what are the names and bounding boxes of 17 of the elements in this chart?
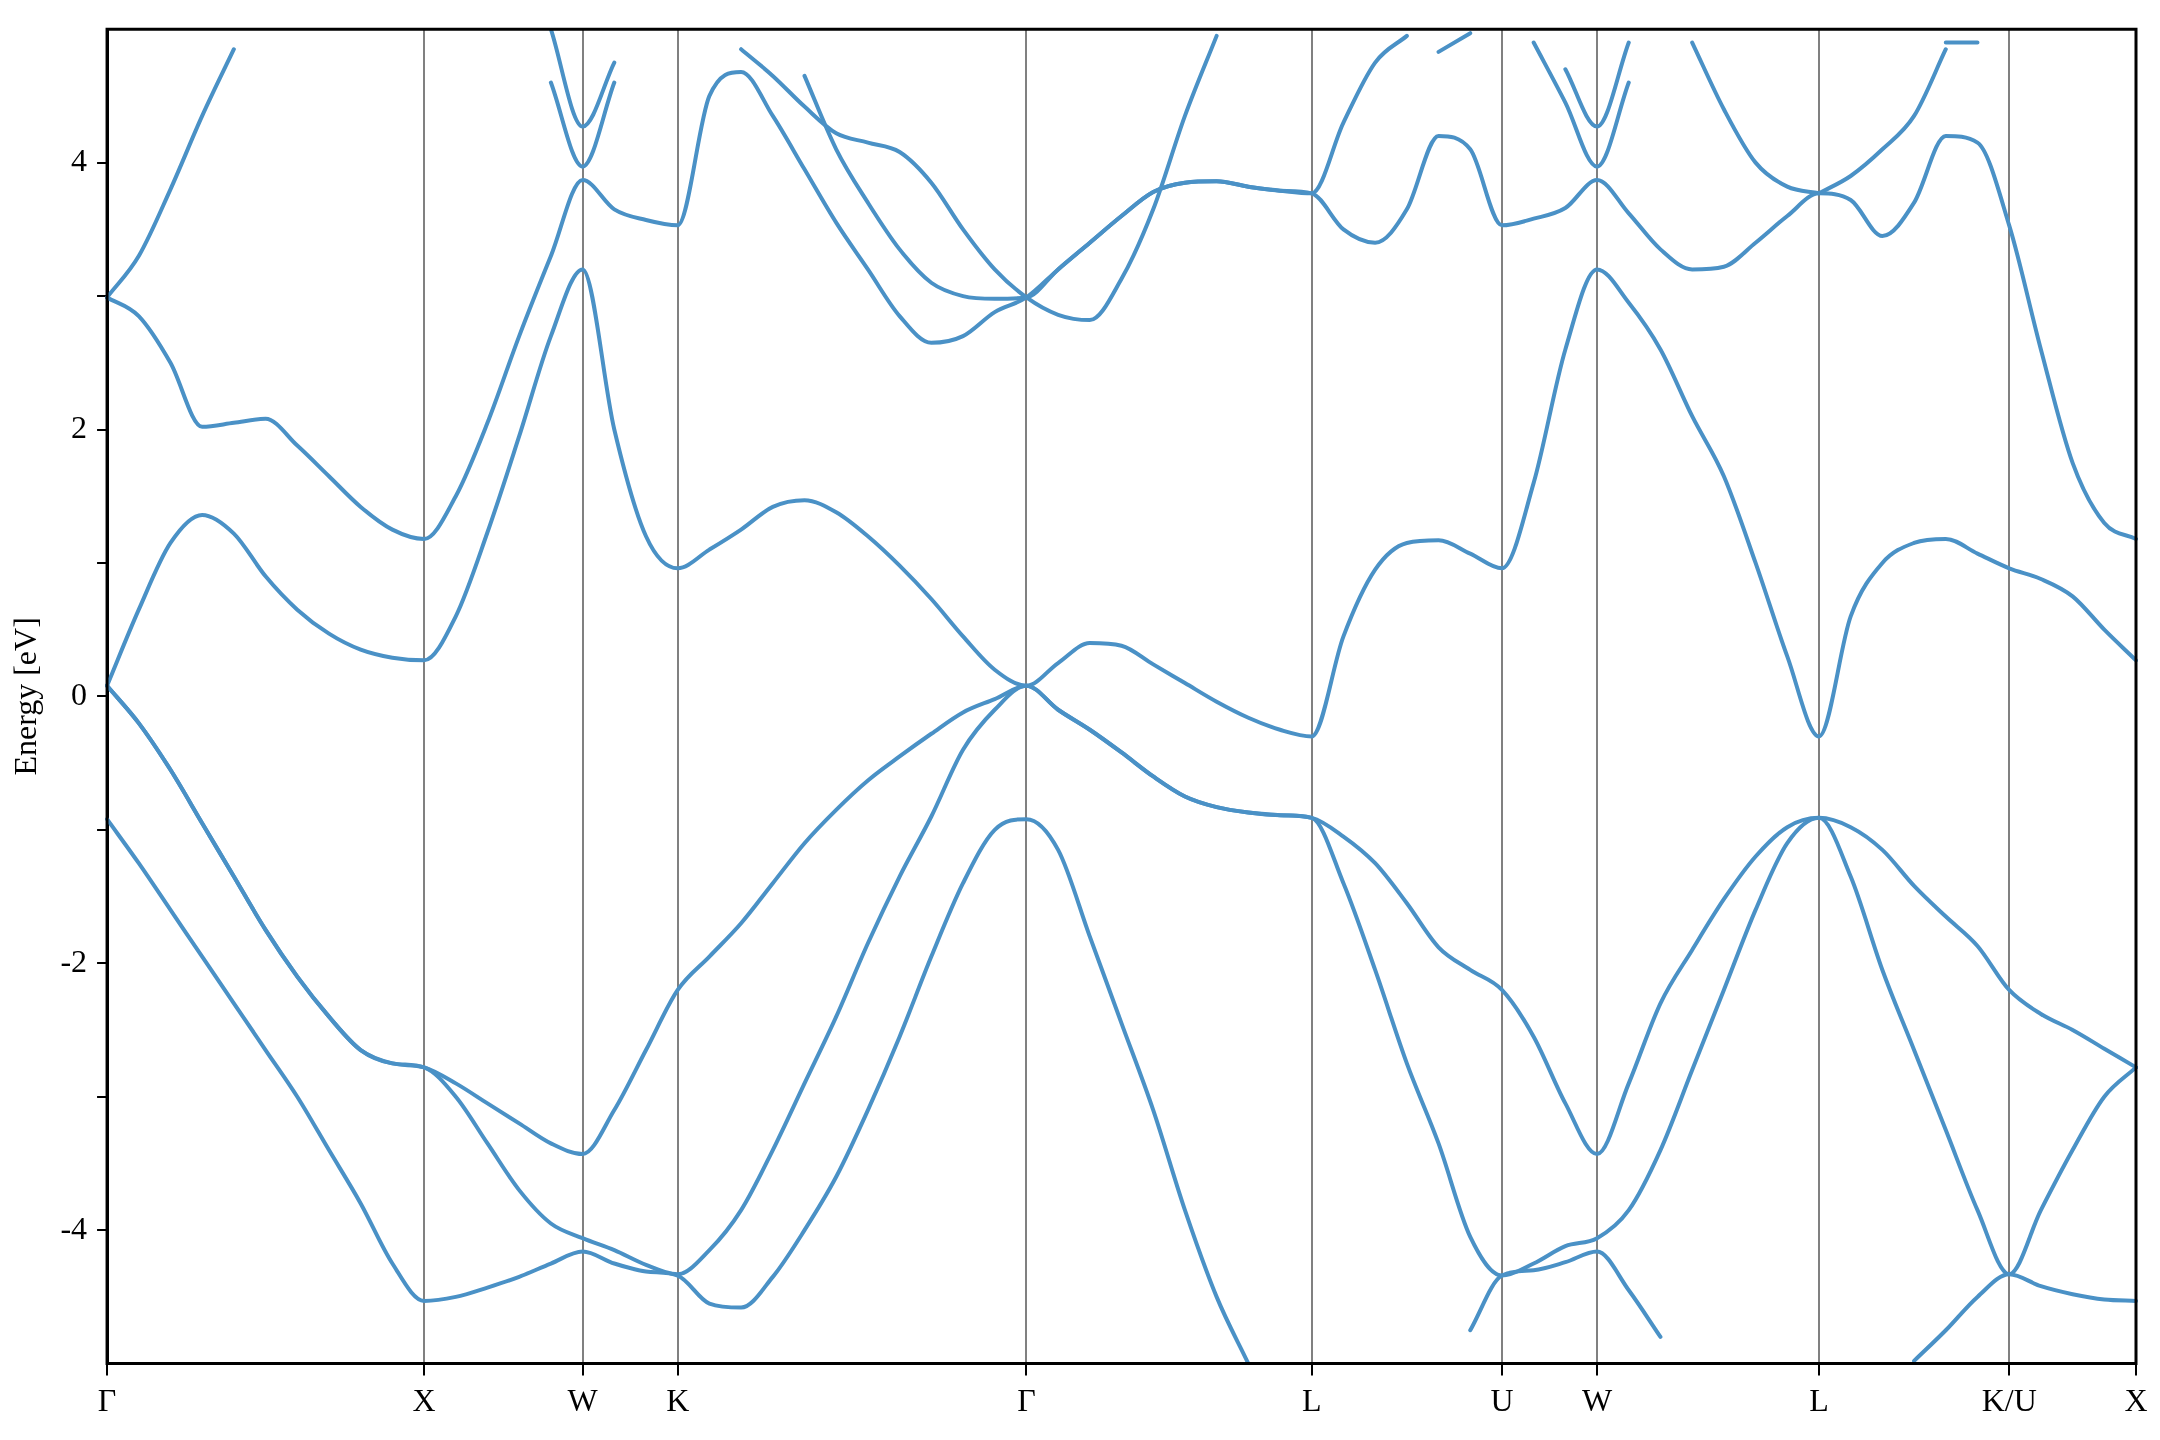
x-tick-label: L — [1809, 1382, 1829, 1419]
x-tick-label: Γ — [1017, 1382, 1036, 1419]
x-tick-label: W — [567, 1382, 599, 1419]
x-tick-label: X — [2124, 1382, 2148, 1419]
x-tick-label: Γ — [97, 1382, 117, 1419]
x-tick-label: K/U — [1981, 1382, 2037, 1419]
x-tick-label: K — [666, 1382, 690, 1419]
y-axis-title: Energy [eV] — [6, 617, 43, 776]
x-tick-label: U — [1490, 1382, 1514, 1419]
y-tick-label: 4 — [71, 142, 88, 179]
y-tick-label: -2 — [60, 942, 88, 979]
y-tick-label: -4 — [60, 1209, 88, 1246]
x-tick-label: W — [1581, 1382, 1613, 1419]
x-tick-label: X — [412, 1382, 436, 1419]
x-tick-label: L — [1301, 1382, 1322, 1419]
y-tick-label: 2 — [71, 408, 88, 445]
y-tick-label: 0 — [71, 675, 88, 712]
